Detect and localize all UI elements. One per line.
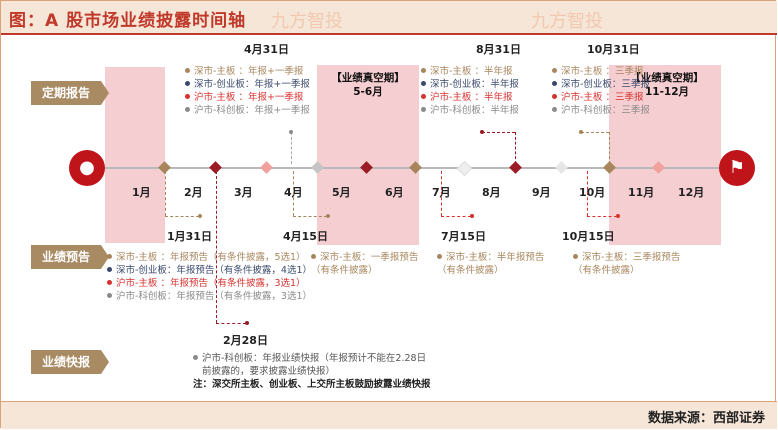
- periodic-annual-list: 深市-主板 ：年报+一季报 深市-创业板：年报+一季报 沪市-主板 ：年报+一季…: [185, 65, 310, 117]
- date-oct15: 10月15日: [562, 230, 615, 243]
- month-label: 6月: [385, 186, 404, 199]
- connector: [291, 132, 293, 164]
- category-earnings-forecast: 业绩预告: [31, 245, 109, 269]
- connector: [609, 132, 611, 164]
- figure-title: 图：A 股市场业绩披露时间轴: [9, 11, 247, 31]
- connector-dot: [470, 214, 474, 218]
- connector: [216, 171, 218, 323]
- marker-jul: [456, 160, 473, 177]
- quiet-period-label: 【业绩真空期】 11-12月: [630, 72, 704, 98]
- month-label: 11月: [628, 186, 655, 199]
- express-kcb: 沪市-科创板：年报业绩快报（年报预计不能在2.28日 前披露的，要求披露业绩快报…: [193, 353, 431, 390]
- connector: [293, 216, 327, 218]
- date-apr31: 4月31日: [244, 43, 289, 56]
- connector-dot: [326, 214, 330, 218]
- title-bar: 图：A 股市场业绩披露时间轴 九方智投 九方智投: [1, 1, 777, 35]
- date-jan31: 1月31日: [167, 230, 212, 243]
- watermark: 九方智投: [531, 11, 603, 32]
- month-label: 8月: [482, 186, 501, 199]
- connector: [293, 171, 295, 216]
- month-label: 2月: [184, 186, 203, 199]
- periodic-half-list: 深市-主板 ：半年报 深市-创业板：半年报 沪市-主板 ：半年报 沪市-科创板：…: [421, 65, 519, 117]
- connector-dot: [480, 130, 484, 134]
- connector: [165, 171, 167, 216]
- person-icon: ●: [69, 150, 105, 186]
- footer: 数据来源：西部证券: [1, 401, 777, 429]
- connector: [515, 132, 517, 164]
- marker-mar: [260, 161, 273, 174]
- highlight-band-jan: [105, 67, 165, 243]
- month-label: 12月: [678, 186, 705, 199]
- connector: [441, 216, 471, 218]
- month-label: 3月: [234, 186, 253, 199]
- connector: [441, 171, 443, 216]
- date-jul15: 7月15日: [441, 230, 486, 243]
- quiet-band-may-jun: [317, 65, 419, 245]
- connector: [216, 323, 246, 325]
- month-label: 5月: [332, 186, 351, 199]
- month-label: 10月: [579, 186, 606, 199]
- connector: [581, 132, 609, 134]
- date-aug31: 8月31日: [476, 43, 521, 56]
- category-periodic-report: 定期报告: [31, 81, 109, 105]
- connector-dot: [579, 130, 583, 134]
- forecast-q3: 深市-主板：三季报预告 （有条件披露）: [573, 252, 681, 276]
- quiet-band-nov-dec: [609, 65, 721, 245]
- connector-dot: [616, 214, 620, 218]
- flag-icon: ⚑: [719, 150, 755, 186]
- source-note: 数据来源：西部证券: [647, 411, 765, 426]
- month-label: 9月: [532, 186, 551, 199]
- connector-dot: [245, 321, 249, 325]
- connector: [165, 216, 199, 218]
- quiet-period-label: 【业绩真空期】 5-6月: [331, 72, 405, 98]
- connector: [587, 216, 617, 218]
- category-earnings-express: 业绩快报: [31, 350, 109, 374]
- connector: [587, 171, 589, 216]
- date-apr15: 4月15日: [283, 230, 328, 243]
- connector-dot: [198, 214, 202, 218]
- forecast-annual-list: 深市-主板 ：年报预告（有条件披露，5选1） 深市-创业板：年报预告（有条件披露…: [107, 251, 312, 303]
- connector: [482, 132, 515, 134]
- date-oct31: 10月31日: [587, 43, 640, 56]
- connector-dot: [289, 130, 293, 134]
- forecast-q1: 深市-主板：一季报预告 （有条件披露）: [311, 252, 419, 276]
- marker-sep: [555, 161, 568, 174]
- date-feb28: 2月28日: [223, 334, 268, 347]
- forecast-half: 深市-主板：半年报预告 （有条件披露）: [437, 252, 545, 276]
- periodic-q3-list: 深市-主板 ：三季报 深市-创业板：三季报 沪市-主板 ：三季报 沪市-科创板：…: [552, 65, 650, 117]
- watermark: 九方智投: [271, 11, 343, 32]
- month-label: 1月: [132, 186, 151, 199]
